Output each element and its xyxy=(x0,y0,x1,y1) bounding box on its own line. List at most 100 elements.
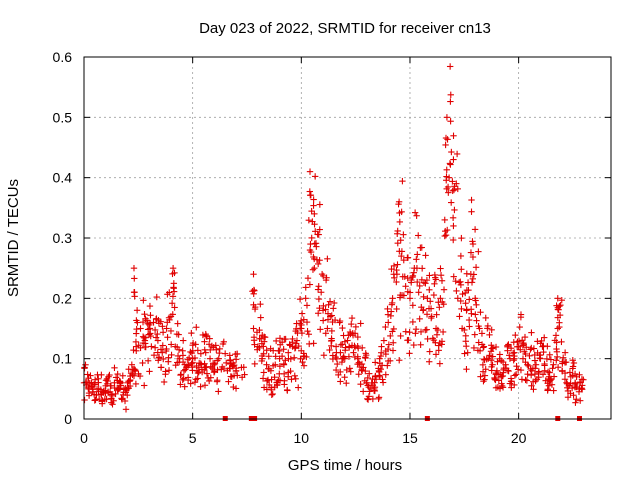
data-point xyxy=(350,349,357,356)
data-point xyxy=(223,359,230,367)
data-point xyxy=(416,282,423,290)
data-point xyxy=(400,292,408,299)
data-point xyxy=(493,367,501,374)
data-point xyxy=(329,318,336,326)
data-point xyxy=(272,353,279,360)
data-point xyxy=(450,156,457,163)
data-point xyxy=(375,394,383,401)
data-point xyxy=(251,305,259,313)
data-point xyxy=(462,300,469,307)
data-point xyxy=(202,332,210,339)
data-point xyxy=(298,329,306,337)
data-point xyxy=(228,373,235,380)
data-point xyxy=(230,383,237,391)
data-point xyxy=(141,382,148,389)
data-point xyxy=(369,395,377,403)
data-point xyxy=(549,365,556,372)
data-point xyxy=(259,375,267,382)
data-point xyxy=(424,295,431,302)
data-point xyxy=(452,277,459,285)
data-point xyxy=(438,277,446,284)
data-point xyxy=(328,312,335,319)
data-point xyxy=(297,355,304,363)
data-point xyxy=(382,323,389,331)
data-point xyxy=(384,311,392,318)
data-point xyxy=(307,191,315,199)
data-point xyxy=(440,286,448,293)
data-point xyxy=(184,376,192,384)
data-point xyxy=(335,371,342,379)
data-point xyxy=(305,331,313,338)
data-point xyxy=(197,383,204,390)
data-point xyxy=(300,362,308,369)
data-point xyxy=(454,295,461,302)
data-point xyxy=(442,141,449,149)
data-point xyxy=(554,295,561,302)
data-point xyxy=(154,330,161,338)
data-point xyxy=(179,376,186,384)
data-point xyxy=(470,271,478,278)
data-point xyxy=(446,160,454,167)
data-point xyxy=(384,362,391,369)
data-point xyxy=(144,357,152,364)
data-point xyxy=(180,375,187,382)
data-point xyxy=(511,372,519,379)
data-point xyxy=(447,91,454,99)
data-point xyxy=(563,379,570,386)
data-point xyxy=(541,367,548,374)
x-tick-label: 20 xyxy=(511,430,527,446)
data-point xyxy=(415,289,422,296)
x-tick-label: 15 xyxy=(402,430,418,446)
data-point xyxy=(337,349,344,356)
y-tick-label: 0.6 xyxy=(53,49,73,65)
data-point xyxy=(426,286,433,294)
data-point xyxy=(159,329,167,336)
data-point xyxy=(534,349,541,357)
data-point xyxy=(130,365,138,373)
data-point xyxy=(564,394,572,401)
data-point xyxy=(364,374,371,382)
data-point xyxy=(232,367,240,374)
data-point xyxy=(146,321,153,329)
data-point xyxy=(506,352,513,359)
data-point xyxy=(359,344,366,352)
data-point xyxy=(496,355,503,362)
data-point xyxy=(82,361,89,368)
data-point xyxy=(449,214,457,222)
data-point xyxy=(389,347,397,354)
data-point xyxy=(131,293,138,300)
data-point xyxy=(205,377,213,385)
data-point xyxy=(167,327,175,335)
tick-layer: 0 5 10 15 20 0 0.1 0.2 0.3 0.4 0.5 0.6 xyxy=(53,49,611,446)
data-point xyxy=(137,344,144,352)
data-point xyxy=(319,307,327,314)
data-point xyxy=(488,326,495,334)
data-point xyxy=(141,337,149,344)
data-point xyxy=(348,320,355,328)
data-point xyxy=(114,370,121,378)
data-point xyxy=(469,240,477,248)
data-point xyxy=(537,355,544,362)
data-point xyxy=(444,136,451,143)
data-point xyxy=(112,374,120,381)
data-point xyxy=(528,329,535,336)
data-point xyxy=(441,232,448,240)
data-point xyxy=(516,323,523,331)
data-point xyxy=(345,353,353,360)
data-point xyxy=(511,355,518,362)
data-point xyxy=(465,286,472,294)
data-point xyxy=(167,341,175,348)
data-point xyxy=(306,168,314,175)
data-point xyxy=(164,334,171,341)
data-point xyxy=(427,305,435,312)
data-point xyxy=(527,346,534,353)
data-point xyxy=(310,202,317,209)
data-point xyxy=(197,350,205,357)
data-point xyxy=(163,345,170,353)
data-point xyxy=(388,265,395,273)
data-point xyxy=(512,371,520,378)
data-point xyxy=(314,260,322,268)
data-point xyxy=(489,353,496,360)
data-point xyxy=(141,310,148,318)
data-point xyxy=(384,305,391,313)
